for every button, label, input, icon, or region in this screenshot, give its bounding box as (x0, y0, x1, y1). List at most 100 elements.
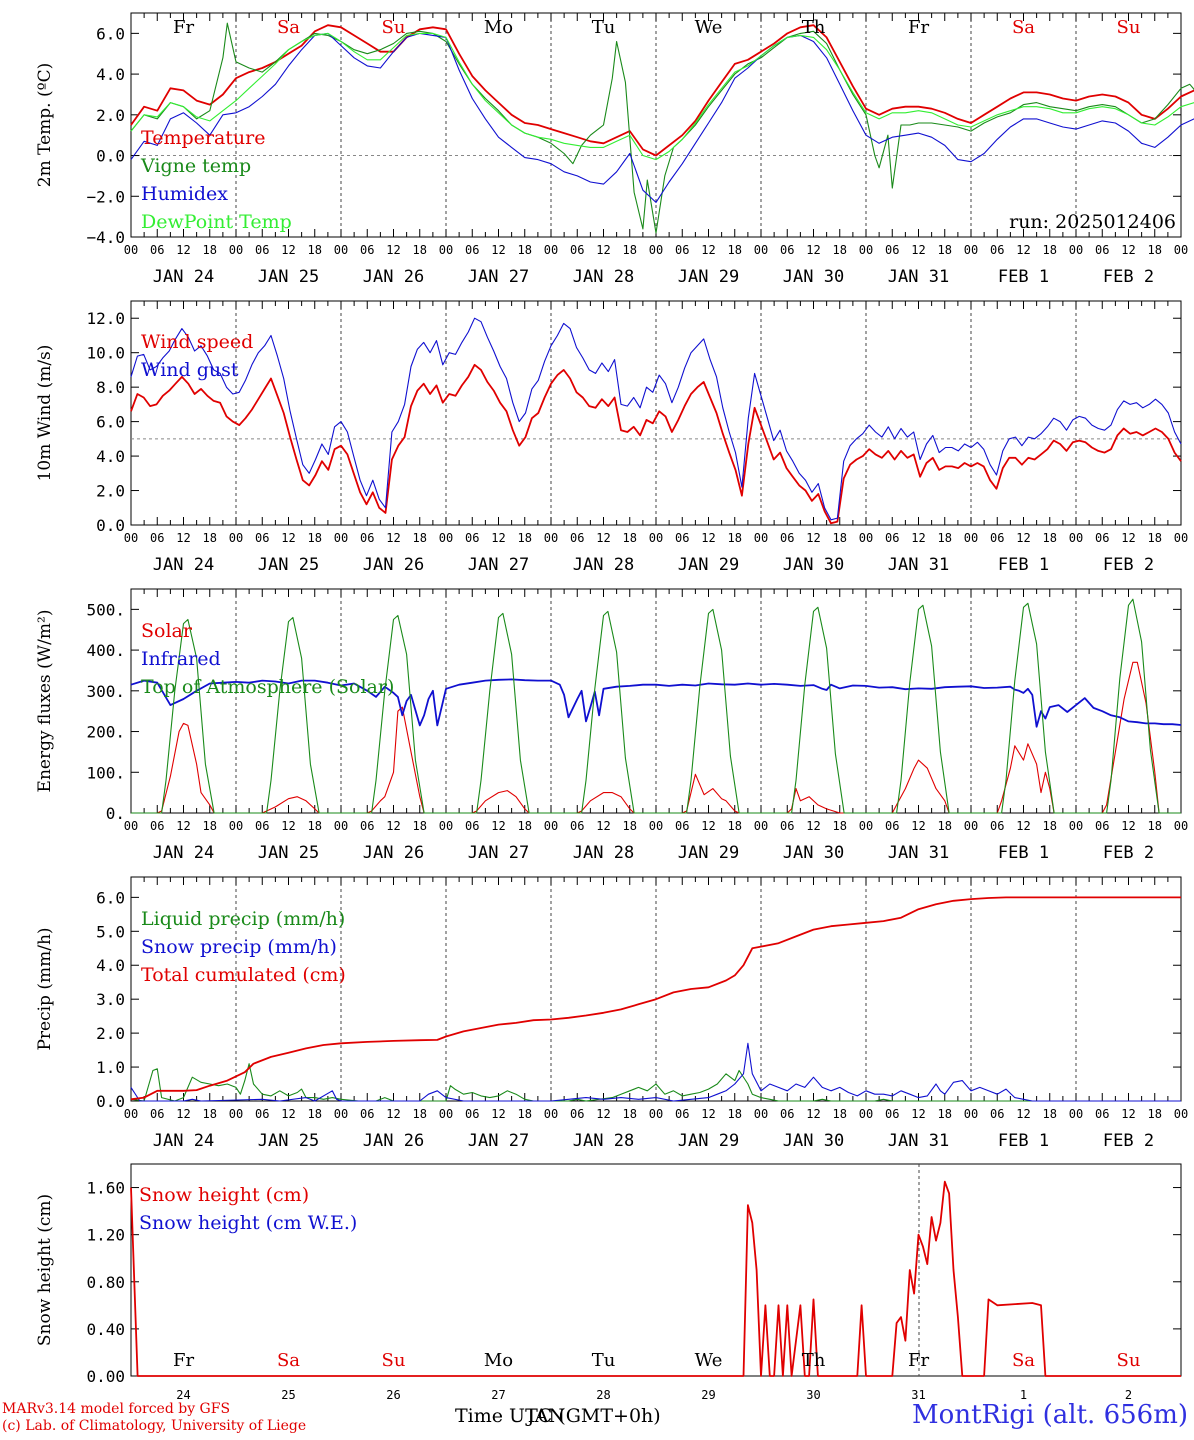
hour-label: 00 (754, 819, 768, 833)
hour-label: 00 (1174, 531, 1188, 545)
y-tick-label: 2.0 (96, 106, 125, 125)
hour-label: 12 (596, 531, 610, 545)
hour-label: 00 (439, 819, 453, 833)
date-label: JAN 25 (258, 843, 319, 863)
hour-label: 18 (413, 1107, 427, 1121)
hour-label: 18 (833, 243, 847, 257)
legend-vigne-temp: Vigne temp (140, 155, 251, 177)
hour-label: 00 (649, 243, 663, 257)
day-number: 1 (1020, 1388, 1027, 1402)
legend-solar: Solar (141, 620, 193, 642)
weekday-top: We (695, 17, 723, 38)
day-number: 24 (176, 1388, 190, 1402)
date-label: FEB 2 (1103, 555, 1154, 575)
y-tick-label: 4.0 (96, 956, 125, 975)
hour-label: 06 (360, 819, 374, 833)
day-number: 31 (911, 1388, 925, 1402)
hour-label: 12 (386, 531, 400, 545)
date-label: FEB 1 (998, 843, 1049, 863)
hour-label: 06 (150, 1107, 164, 1121)
date-label: JAN 29 (678, 555, 739, 575)
hour-label: 00 (754, 243, 768, 257)
hour-label: 06 (675, 1107, 689, 1121)
hour-label: 12 (911, 819, 925, 833)
day-number: 27 (491, 1388, 505, 1402)
date-label: JAN 30 (783, 1131, 844, 1151)
date-label: FEB 2 (1103, 1131, 1154, 1151)
date-label: JAN 29 (678, 267, 739, 287)
hour-label: 06 (885, 1107, 899, 1121)
y-axis-label: 2m Temp. (ºC) (35, 63, 55, 188)
hour-label: 12 (176, 531, 190, 545)
hour-label: 00 (229, 1107, 243, 1121)
date-label: FEB 2 (1103, 267, 1154, 287)
date-label: JAN 28 (573, 555, 634, 575)
date-label: JAN 31 (888, 555, 949, 575)
hour-label: 12 (1016, 1107, 1030, 1121)
date-label: JAN 27 (468, 267, 529, 287)
hour-label: 00 (439, 1107, 453, 1121)
hour-label: 06 (885, 531, 899, 545)
hour-label: 00 (649, 1107, 663, 1121)
hour-label: 06 (150, 243, 164, 257)
hour-label: 06 (255, 1107, 269, 1121)
hour-label: 12 (491, 1107, 505, 1121)
weekday-top: Mo (484, 17, 513, 38)
hour-label: 00 (334, 819, 348, 833)
weekday-bottom: Tu (592, 1350, 616, 1371)
hour-label: 18 (203, 243, 217, 257)
hour-label: 06 (465, 1107, 479, 1121)
hour-label: 00 (964, 819, 978, 833)
hour-label: 12 (701, 531, 715, 545)
hour-label: 12 (701, 819, 715, 833)
date-label: JAN 29 (678, 843, 739, 863)
y-tick-label: 4.0 (96, 447, 125, 466)
legend-humidex: Humidex (141, 183, 228, 205)
hour-label: 00 (859, 819, 873, 833)
hour-label: 00 (229, 243, 243, 257)
hour-label: 18 (623, 819, 637, 833)
hour-label: 06 (465, 819, 479, 833)
legend-total-cumulated-cm-: Total cumulated (cm) (141, 964, 346, 986)
y-tick-label: 0.00 (86, 1367, 125, 1386)
hour-label: 00 (649, 819, 663, 833)
y-tick-label: 3.0 (96, 990, 125, 1009)
weekday-top: Tu (592, 17, 616, 38)
hour-label: 00 (334, 243, 348, 257)
legend-wind-gust: Wind gust (141, 359, 239, 381)
y-tick-label: 0.0 (96, 147, 125, 166)
y-axis-label: 10m Wind (m/s) (35, 345, 55, 482)
hour-label: 00 (1069, 819, 1083, 833)
hour-label: 06 (990, 531, 1004, 545)
hour-label: 12 (806, 1107, 820, 1121)
hour-label: 00 (649, 531, 663, 545)
weekday-bottom: Su (1117, 1350, 1141, 1371)
hour-label: 06 (570, 531, 584, 545)
hour-label: 00 (964, 1107, 978, 1121)
hour-label: 06 (1095, 531, 1109, 545)
date-label: JAN 28 (573, 267, 634, 287)
hour-label: 18 (833, 819, 847, 833)
series-infrared (130, 678, 1182, 728)
date-label: JAN 29 (678, 1131, 739, 1151)
date-label: JAN 24 (153, 1131, 214, 1151)
hour-label: 18 (623, 243, 637, 257)
hour-label: 18 (938, 819, 952, 833)
hour-label: 12 (911, 1107, 925, 1121)
y-tick-label: 4.0 (96, 65, 125, 84)
date-label: JAN 30 (783, 555, 844, 575)
hour-label: 18 (1043, 819, 1057, 833)
hour-label: 06 (255, 243, 269, 257)
hour-label: 06 (255, 819, 269, 833)
station-name: MontRigi (alt. 656m) (912, 1400, 1188, 1430)
hour-label: 00 (1069, 243, 1083, 257)
hour-label: 12 (806, 243, 820, 257)
hour-label: 18 (1148, 243, 1162, 257)
panel-3: 500. 400. 300. 200. 100. 0. Energy fluxes (W/m… (35, 588, 1188, 863)
hour-label: 06 (1095, 1107, 1109, 1121)
series-dewpoint-temp (130, 32, 1194, 161)
y-tick-label: 6.0 (96, 24, 125, 43)
time-axis-title: Time UTC (GMT+0h) (455, 1405, 661, 1427)
weekday-bottom: Mo (484, 1350, 513, 1371)
weekday-top: Su (382, 17, 406, 38)
